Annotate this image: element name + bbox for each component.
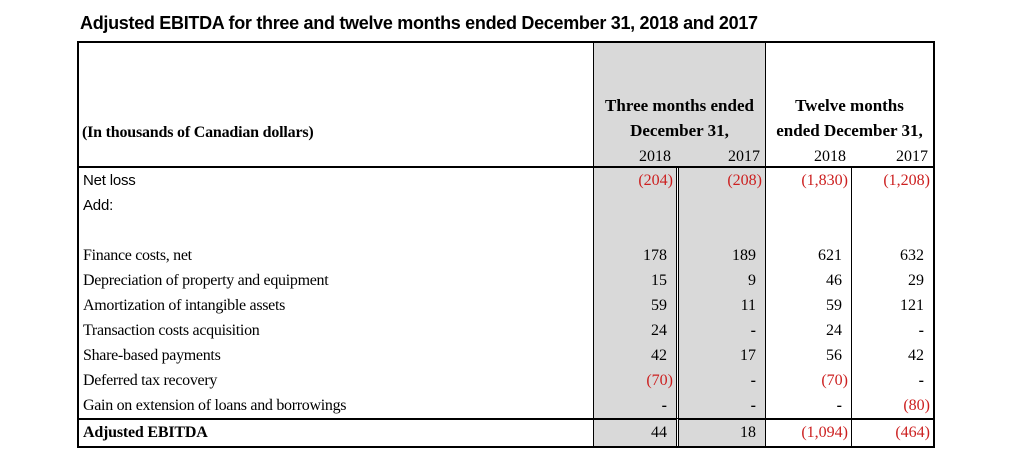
value-cell: 9: [676, 268, 765, 293]
table-row: Transaction costs acquisition 24-24-: [79, 318, 933, 343]
table-row: Depreciation of property and equipment 15…: [79, 268, 933, 293]
value-cell: [676, 218, 765, 243]
value-cell: [593, 218, 676, 243]
row-label: Deferred tax recovery: [83, 371, 218, 389]
value-cell: (204): [593, 168, 676, 193]
value-cell: [851, 218, 933, 243]
row-label: Adjusted EBITDA: [79, 418, 593, 446]
value-cell: [765, 218, 851, 243]
column-group-header-row: (In thousands of Canadian dollars) Three…: [79, 43, 933, 144]
row-label: Transaction costs acquisition: [83, 321, 260, 339]
table-row: Finance costs, net 178 189 621 632: [79, 243, 933, 268]
row-label: Finance costs, net: [83, 246, 192, 264]
value-cell: (208): [676, 168, 765, 193]
value-cell: 24: [593, 318, 676, 343]
value-cell: 59: [765, 293, 851, 318]
value-cell: [765, 193, 851, 218]
value-cell: [851, 193, 933, 218]
value-cell: 121: [851, 293, 933, 318]
adjusted-ebitda-table: (In thousands of Canadian dollars) Three…: [77, 41, 935, 448]
value-cell: 17: [676, 343, 765, 368]
value-cell: (1,208): [851, 168, 933, 193]
value-cell: (80): [851, 393, 933, 418]
page-title: Adjusted EBITDA for three and twelve mon…: [80, 13, 758, 33]
col-group-three-months: Three months ended December 31,: [593, 43, 765, 144]
value-cell: -: [676, 318, 765, 343]
value-cell: -: [593, 393, 676, 418]
total-row: Adjusted EBITDA 44 18 (1,094) (464): [79, 418, 933, 446]
value-cell: 178: [593, 243, 676, 268]
value-cell: 18: [676, 418, 765, 446]
row-label: Add:: [83, 197, 114, 214]
value-cell: (1,094): [765, 418, 851, 446]
value-cell: 632: [851, 243, 933, 268]
value-cell: 621: [765, 243, 851, 268]
value-cell: 24: [765, 318, 851, 343]
row-label: Net loss: [83, 172, 136, 189]
row-label: Gain on extension of loans and borrowing…: [83, 396, 347, 414]
table-row: Add:: [79, 193, 933, 218]
units-label: (In thousands of Canadian dollars): [82, 124, 314, 141]
value-cell: -: [765, 393, 851, 418]
value-cell: (464): [851, 418, 933, 446]
value-cell: 11: [676, 293, 765, 318]
value-cell: -: [676, 368, 765, 393]
table-body: Net loss (204) (208) (1,830) (1,208) Add: Fina…: [79, 168, 933, 446]
year-header-row: 2018 2017 2018 2017: [79, 144, 933, 168]
table-row: Net loss (204) (208) (1,830) (1,208): [79, 168, 933, 193]
value-cell: -: [676, 393, 765, 418]
value-cell: (1,830): [765, 168, 851, 193]
value-cell: -: [851, 368, 933, 393]
value-cell: 46: [765, 268, 851, 293]
value-cell: 29: [851, 268, 933, 293]
table-row: Deferred tax recovery (70) - (70) -: [79, 368, 933, 393]
row-label: Share-based payments: [83, 346, 221, 364]
col-group-twelve-months: Twelve months ended December 31,: [765, 43, 933, 144]
table-row: Amortization of intangible assets 59 11 59 1…: [79, 293, 933, 318]
value-cell: 44: [593, 418, 676, 446]
value-cell: 59: [593, 293, 676, 318]
table-row: Share-based payments 42 17 56 42: [79, 343, 933, 368]
value-cell: 56: [765, 343, 851, 368]
year-header-cell: 2017: [676, 144, 765, 168]
value-cell: -: [851, 318, 933, 343]
value-cell: 42: [851, 343, 933, 368]
row-label: [79, 218, 593, 243]
value-cell: [593, 193, 676, 218]
year-header-cell: 2017: [851, 144, 933, 168]
value-cell: 189: [676, 243, 765, 268]
empty-header-cell: [79, 144, 593, 168]
year-header-cell: 2018: [593, 144, 676, 168]
value-cell: (70): [593, 368, 676, 393]
value-cell: [676, 193, 765, 218]
table-row: [79, 218, 933, 243]
table-row: Gain on extension of loans and borrowing…: [79, 393, 933, 418]
year-header-cell: 2018: [765, 144, 851, 168]
col-group-three-months-label: Three months ended December 31,: [605, 96, 754, 140]
row-label: Depreciation of property and equipment: [83, 271, 329, 289]
col-group-twelve-months-label: Twelve months ended December 31,: [776, 96, 923, 140]
value-cell: 15: [593, 268, 676, 293]
value-cell: 42: [593, 343, 676, 368]
row-label: Amortization of intangible assets: [83, 296, 286, 314]
value-cell: (70): [765, 368, 851, 393]
